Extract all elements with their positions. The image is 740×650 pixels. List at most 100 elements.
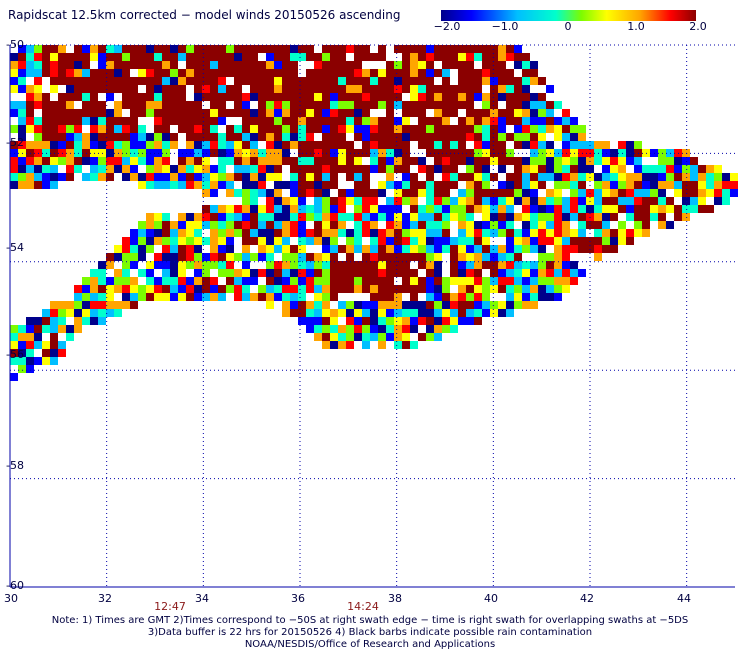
swath-cell (130, 109, 138, 117)
swath-cell (490, 85, 498, 93)
swath-cell (178, 245, 186, 253)
swath-cell (402, 77, 410, 85)
swath-cell (234, 157, 242, 165)
swath-cell (418, 213, 426, 221)
swath-cell (490, 229, 498, 237)
swath-cell (298, 141, 306, 149)
swath-cell (250, 293, 258, 301)
swath-cell (250, 77, 258, 85)
swath-cell (34, 357, 42, 365)
swath-cell (266, 125, 274, 133)
swath-cell (650, 213, 658, 221)
swath-cell (266, 173, 274, 181)
swath-cell (210, 213, 218, 221)
swath-cell (602, 181, 610, 189)
swath-cell (18, 157, 26, 165)
swath-cell (338, 269, 346, 277)
swath-cell (234, 229, 242, 237)
swath-cell (282, 181, 290, 189)
swath-cell (418, 317, 426, 325)
swath-cell (394, 309, 402, 317)
swath-cell (170, 245, 178, 253)
swath-cell (578, 189, 586, 197)
swath-cell (90, 109, 98, 117)
swath-cell (538, 197, 546, 205)
swath-cell (402, 221, 410, 229)
swath-cell (242, 269, 250, 277)
swath-cell (362, 333, 370, 341)
swath-cell (338, 45, 346, 53)
swath-cell (226, 125, 234, 133)
swath-cell (250, 237, 258, 245)
swath-cell (242, 117, 250, 125)
swath-cell (530, 181, 538, 189)
swath-cell (210, 229, 218, 237)
swath-cell (674, 157, 682, 165)
swath-cell (186, 61, 194, 69)
swath-cell (90, 85, 98, 93)
swath-cell (442, 53, 450, 61)
swath-cell (530, 117, 538, 125)
swath-cell (58, 117, 66, 125)
swath-cell (90, 45, 98, 53)
swath-cell (258, 269, 266, 277)
swath-cell (498, 245, 506, 253)
swath-cell (442, 101, 450, 109)
swath-cell (346, 285, 354, 293)
swath-cell (346, 173, 354, 181)
swath-cell (58, 61, 66, 69)
swath-cell (514, 45, 522, 53)
swath-cell (538, 221, 546, 229)
swath-cell (178, 157, 186, 165)
swath-cell (314, 213, 322, 221)
swath-cell (370, 253, 378, 261)
swath-cell (330, 333, 338, 341)
swath-cell (522, 245, 530, 253)
swath-cell (706, 181, 714, 189)
swath-cell (482, 197, 490, 205)
swath-cell (290, 221, 298, 229)
swath-cell (194, 277, 202, 285)
swath-cell (274, 165, 282, 173)
swath-cell (66, 93, 74, 101)
swath-cell (546, 157, 554, 165)
swath-cell (418, 301, 426, 309)
swath-cell (282, 109, 290, 117)
swath-cell (338, 261, 346, 269)
swath-cell (66, 333, 74, 341)
swath-cell (66, 85, 74, 93)
swath-cell (306, 269, 314, 277)
swath-cell (138, 245, 146, 253)
swath-cell (18, 333, 26, 341)
swath-cell (210, 165, 218, 173)
swath-cell (26, 157, 34, 165)
swath-cell (562, 237, 570, 245)
swath-cell (610, 205, 618, 213)
swath-cell (626, 237, 634, 245)
swath-cell (210, 189, 218, 197)
swath-cell (426, 45, 434, 53)
swath-cell (362, 301, 370, 309)
swath-cell (322, 325, 330, 333)
swath-cell (18, 357, 26, 365)
swath-cell (242, 261, 250, 269)
swath-cell (234, 69, 242, 77)
swath-cell (410, 189, 418, 197)
swath-cell (698, 165, 706, 173)
swath-cell (346, 309, 354, 317)
swath-cell (370, 133, 378, 141)
swath-cell (186, 237, 194, 245)
swath-cell (330, 285, 338, 293)
swath-cell (426, 165, 434, 173)
swath-cell (346, 245, 354, 253)
swath-cell (602, 173, 610, 181)
swath-cell (34, 141, 42, 149)
swath-cell (634, 213, 642, 221)
swath-cell (34, 173, 42, 181)
swath-cell (210, 245, 218, 253)
swath-cell (274, 61, 282, 69)
swath-cell (154, 93, 162, 101)
swath-cell (498, 213, 506, 221)
swath-cell (338, 101, 346, 109)
swath-cell (338, 309, 346, 317)
